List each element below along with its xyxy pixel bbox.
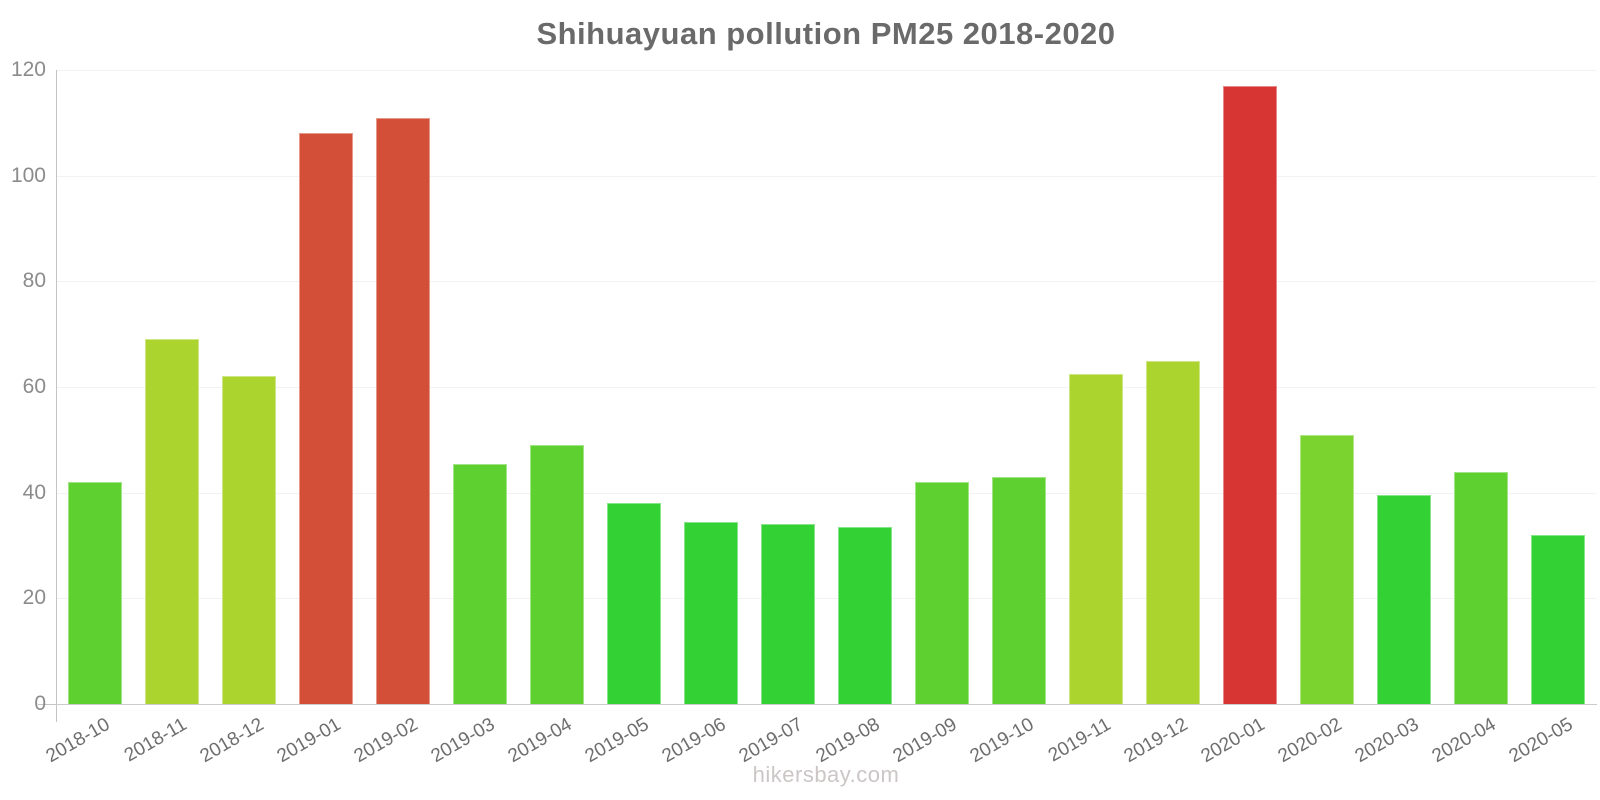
zero-tick-mark <box>38 704 56 705</box>
y-tick-label: 100 <box>10 163 46 187</box>
bar-2019-10[interactable] <box>991 476 1046 704</box>
bar-2019-04[interactable] <box>529 445 584 704</box>
x-axis-baseline <box>56 704 1597 705</box>
bar-2019-06[interactable] <box>683 521 738 704</box>
y-axis-line <box>56 70 57 722</box>
bar-2019-01[interactable] <box>298 133 353 704</box>
bar-2018-10[interactable] <box>67 482 122 704</box>
bar-2019-05[interactable] <box>606 503 661 704</box>
bar-2020-03[interactable] <box>1376 495 1431 704</box>
bar-2018-12[interactable] <box>221 376 276 704</box>
gridline <box>56 598 1596 600</box>
y-tick-label: 120 <box>10 58 46 81</box>
bar-2020-04[interactable] <box>1453 471 1508 704</box>
bar-2019-03[interactable] <box>452 463 507 704</box>
bar-2019-08[interactable] <box>837 527 892 704</box>
watermark: hikersbay.com <box>752 762 900 787</box>
bar-2019-09[interactable] <box>914 482 969 704</box>
gridline <box>56 70 1596 71</box>
bar-2019-12[interactable] <box>1145 360 1200 704</box>
bar-2019-02[interactable] <box>375 117 430 704</box>
bar-2020-01[interactable] <box>1222 85 1277 704</box>
gridline <box>56 281 1596 283</box>
gridline <box>56 175 1596 177</box>
gridline <box>56 387 1596 388</box>
y-tick-label: 80 <box>22 269 46 293</box>
bar-2020-05[interactable] <box>1530 534 1585 704</box>
y-tick-label: 20 <box>22 586 46 610</box>
gridline <box>56 492 1596 494</box>
bar-2018-11[interactable] <box>144 339 199 704</box>
bar-2019-07[interactable] <box>760 524 815 704</box>
y-tick-label: 0 <box>34 692 46 715</box>
bar-2020-02[interactable] <box>1299 434 1354 704</box>
bar-2019-11[interactable] <box>1068 373 1123 704</box>
y-tick-label: 60 <box>22 375 46 398</box>
y-tick-label: 40 <box>22 480 46 504</box>
chart-title: Shihuayuan pollution PM25 2018-2020 <box>536 16 1116 51</box>
